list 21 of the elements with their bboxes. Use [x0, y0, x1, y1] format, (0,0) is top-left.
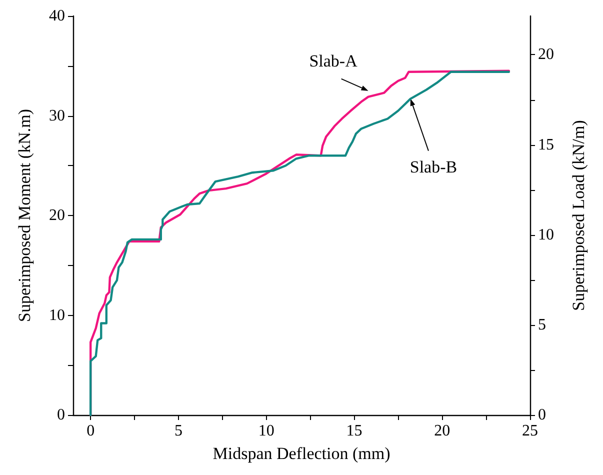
x-tick-label: 10	[258, 422, 274, 440]
y2-axis-title: Superimposed Load (kN/m)	[569, 120, 588, 311]
x-tick-label: 25	[522, 422, 538, 440]
y2-tick-label: 15	[538, 136, 554, 154]
x-tick-label: 0	[86, 422, 95, 440]
y-tick-label: 10	[49, 306, 65, 324]
annotation: Slab-B	[410, 157, 458, 176]
y2-tick-label: 5	[538, 316, 546, 334]
annotation: Slab-A	[309, 51, 358, 70]
y-tick-label: 40	[49, 8, 65, 24]
x-tick-label: 15	[346, 422, 362, 440]
y2-tick-label: 20	[538, 46, 554, 64]
x-tick-label: 20	[434, 422, 450, 440]
y-tick-label: 20	[49, 207, 65, 224]
y-axis-title: Superimposed Moment (kN.m)	[15, 109, 34, 322]
x-tick-label: 5	[174, 422, 182, 440]
y-tick-label: 0	[57, 406, 65, 424]
y2-tick-label: 10	[538, 226, 554, 244]
y-tick-label: 30	[49, 107, 65, 124]
x-axis-title: Midspan Deflection (mm)	[212, 444, 390, 463]
y2-tick-label: 0	[538, 406, 546, 424]
